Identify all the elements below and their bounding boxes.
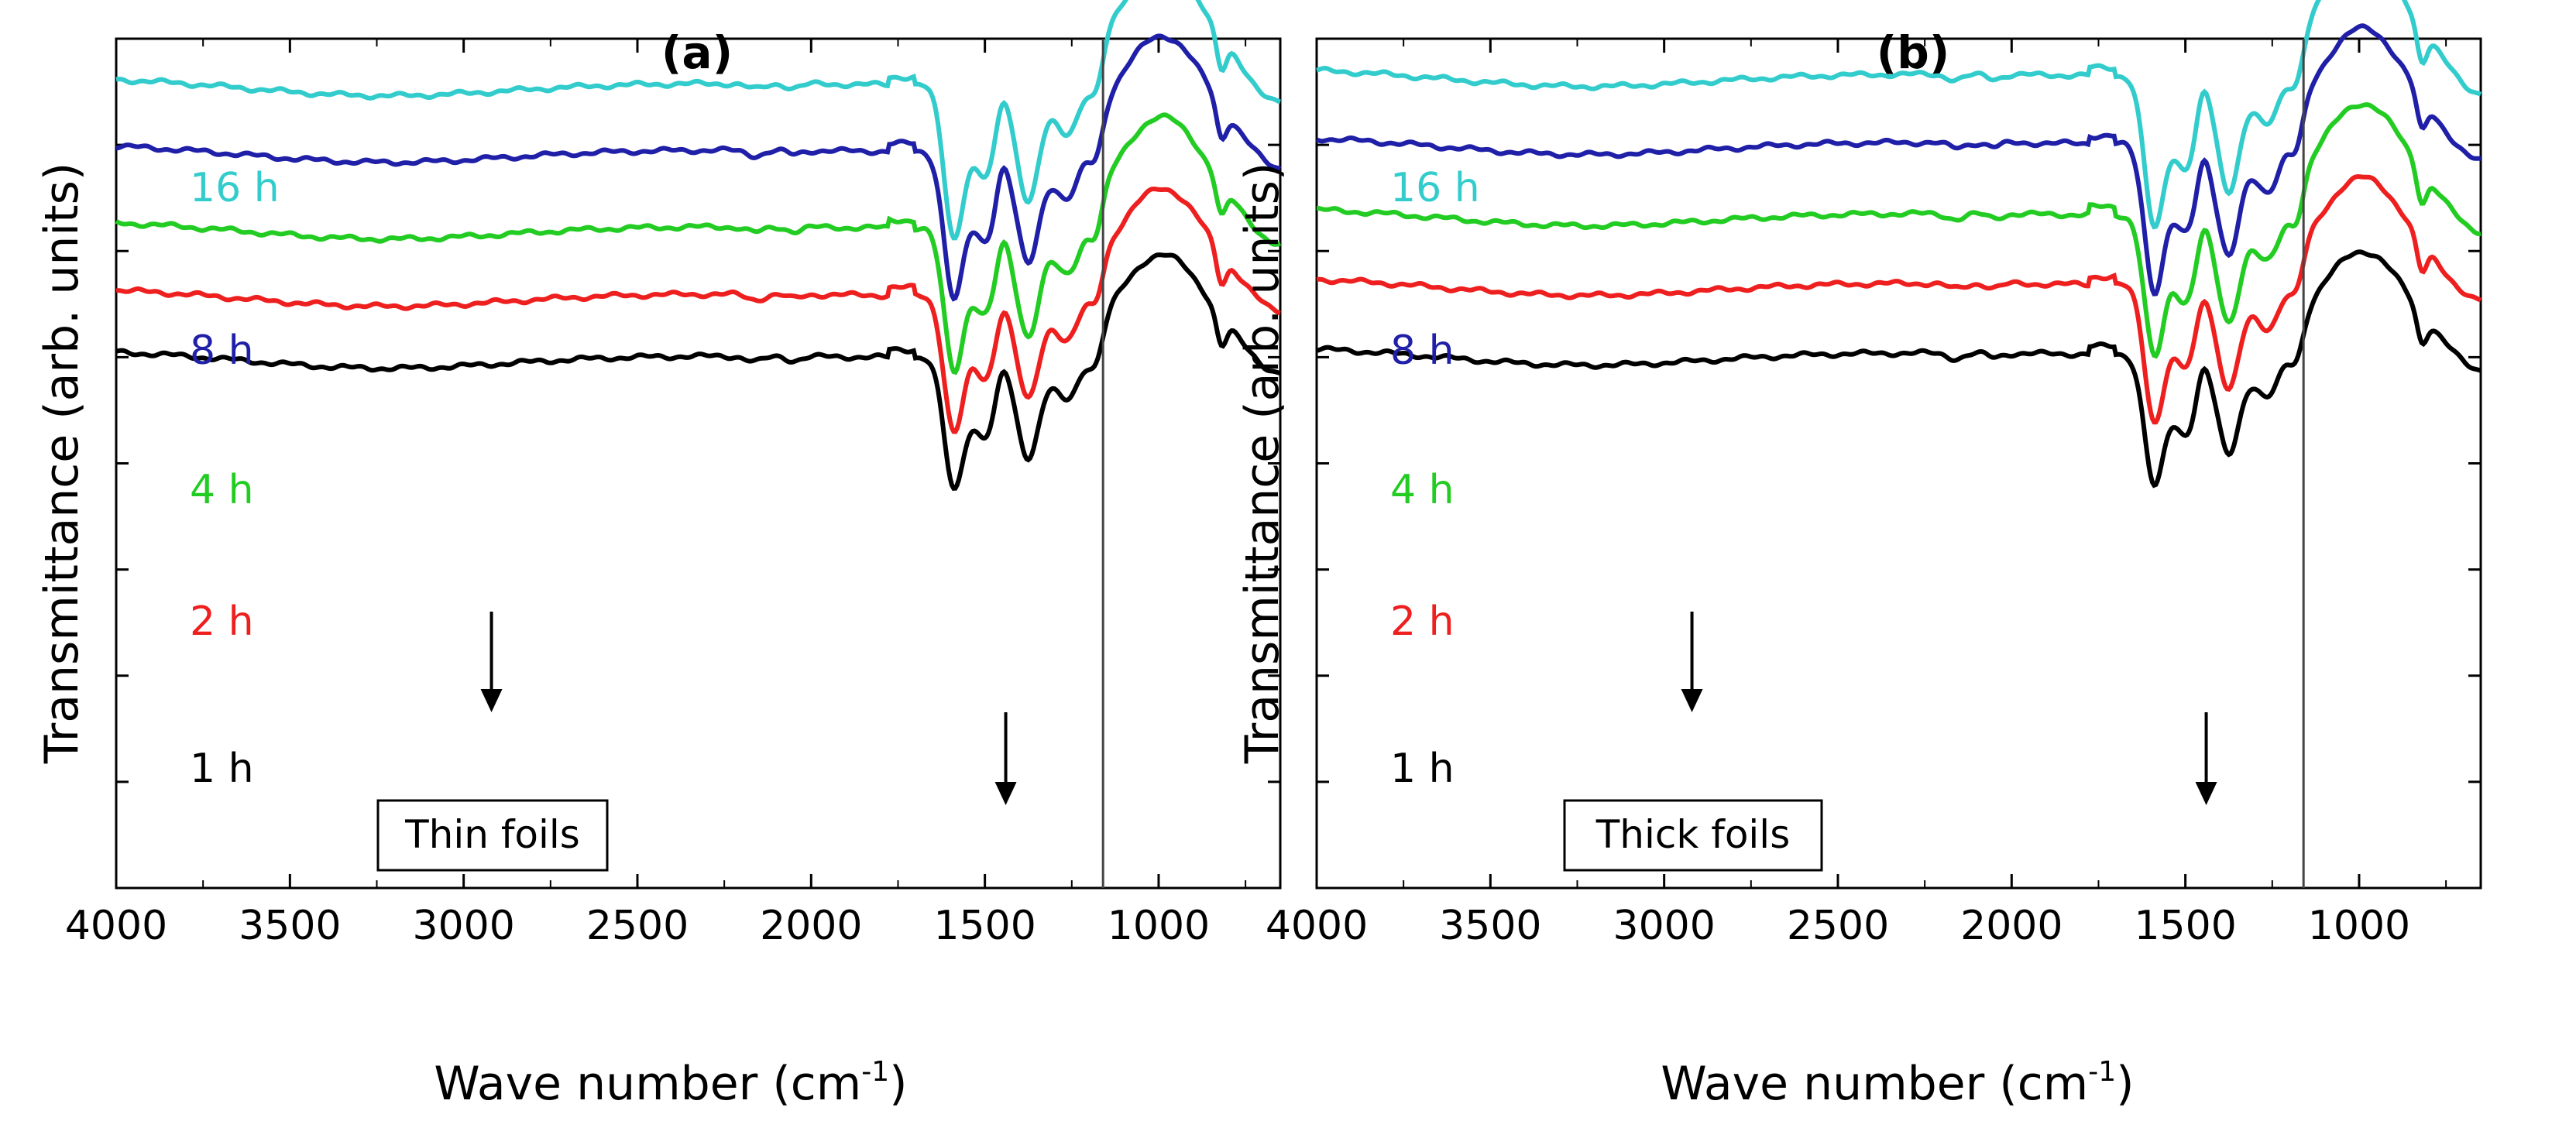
- x-tick-label: 3000: [412, 903, 514, 949]
- arrow-head: [2195, 782, 2217, 805]
- panel-a-y-axis-label: Transmittance (arb. units): [35, 163, 89, 764]
- x-tick-label: 3500: [239, 903, 341, 949]
- arrow-head: [1681, 689, 1703, 712]
- panel-a-x-axis-label: Wave number (cm-1): [434, 1056, 907, 1111]
- series-line-8h: [1315, 23, 2482, 297]
- series-label: 8 h: [190, 327, 254, 374]
- panel-b-series: [1315, 0, 2482, 489]
- series-line-1h: [1316, 249, 2482, 489]
- x-tick-label: 1000: [1108, 903, 1210, 949]
- panel-a-plot-frame: [115, 37, 1282, 890]
- panel-a-arrows: [480, 612, 1017, 805]
- panel-b-plot-frame: [1315, 37, 2482, 890]
- x-tick-label: 2000: [760, 903, 862, 949]
- series-line-2h: [1316, 174, 2482, 425]
- x-tick-label: 2000: [1960, 903, 2063, 949]
- panel-b-title: (b): [1877, 26, 1950, 79]
- series-label: 16 h: [1390, 165, 1480, 211]
- series-label: 8 h: [1390, 327, 1455, 374]
- x-axis-label-close: ): [2116, 1057, 2134, 1111]
- series-label: 2 h: [190, 598, 254, 645]
- x-tick-label: 1000: [2308, 903, 2410, 949]
- panel-a-ticks: 4000 3500 3000 2500 2000 1500 1000: [65, 39, 1280, 949]
- annotation-box-text: Thin foils: [404, 812, 580, 857]
- series-label: 4 h: [190, 467, 254, 513]
- series-label: 4 h: [1390, 467, 1455, 513]
- x-axis-label-main: Wave number (cm: [434, 1057, 861, 1111]
- series-label: 16 h: [190, 165, 280, 211]
- panel-a: (a) 4000 3500 3000 2500 2000 1500 1000 Thin fo…: [35, 0, 1282, 1111]
- x-axis-label-superscript: -1: [861, 1056, 889, 1088]
- series-line-4h: [1317, 102, 2482, 359]
- series-line-8h: [115, 33, 1282, 302]
- panel-b-series-labels: 16 h 8 h 4 h 2 h 1 h: [1390, 165, 1480, 792]
- x-tick-label: 4000: [1266, 903, 1368, 949]
- series-label: 1 h: [1390, 746, 1455, 792]
- panel-b-arrows: [1681, 612, 2217, 805]
- annotation-box-border: [376, 799, 609, 872]
- x-tick-label: 3500: [1439, 903, 1541, 949]
- series-line-4h: [115, 112, 1282, 375]
- panel-a-annotation-box: Thin foils: [376, 799, 609, 872]
- series-line-16h: [1316, 0, 2482, 230]
- panel-b-x-axis-label: Wave number (cm-1): [1661, 1056, 2134, 1111]
- series-label: 1 h: [190, 746, 254, 792]
- series-line-16h: [115, 0, 1281, 241]
- panel-a-series-labels: 16 h 8 h 4 h 2 h 1 h: [190, 165, 280, 792]
- panel-b-y-axis-label: Transmittance (arb. units): [1235, 163, 1290, 764]
- panel-a-series: [115, 0, 1282, 491]
- panel-a-title: (a): [661, 26, 733, 79]
- x-tick-label: 2500: [586, 903, 689, 949]
- x-tick-label: 1500: [933, 903, 1036, 949]
- series-line-1h: [115, 252, 1281, 491]
- x-axis-label-superscript: -1: [2088, 1056, 2116, 1088]
- x-axis-label-close: ): [889, 1057, 907, 1111]
- series-label: 2 h: [1390, 598, 1455, 645]
- x-tick-label: 2500: [1787, 903, 1889, 949]
- x-tick-label: 1500: [2134, 903, 2236, 949]
- panel-b-ticks: 4000 3500 3000 2500 2000 1500 1000: [1266, 39, 2481, 949]
- annotation-box-border: [1563, 799, 1823, 872]
- panel-b-annotation-box: Thick foils: [1563, 799, 1823, 872]
- annotation-box-text: Thick foils: [1595, 812, 1791, 857]
- arrow-head: [480, 689, 503, 712]
- x-tick-label: 4000: [65, 903, 167, 949]
- series-line-2h: [115, 186, 1281, 434]
- x-axis-label-main: Wave number (cm: [1661, 1057, 2088, 1111]
- panel-b: (b) 4000 3500 3000 2500 2000 1500 1000 Thick f…: [1235, 0, 2482, 1111]
- x-tick-label: 3000: [1613, 903, 1715, 949]
- arrow-head: [994, 782, 1017, 805]
